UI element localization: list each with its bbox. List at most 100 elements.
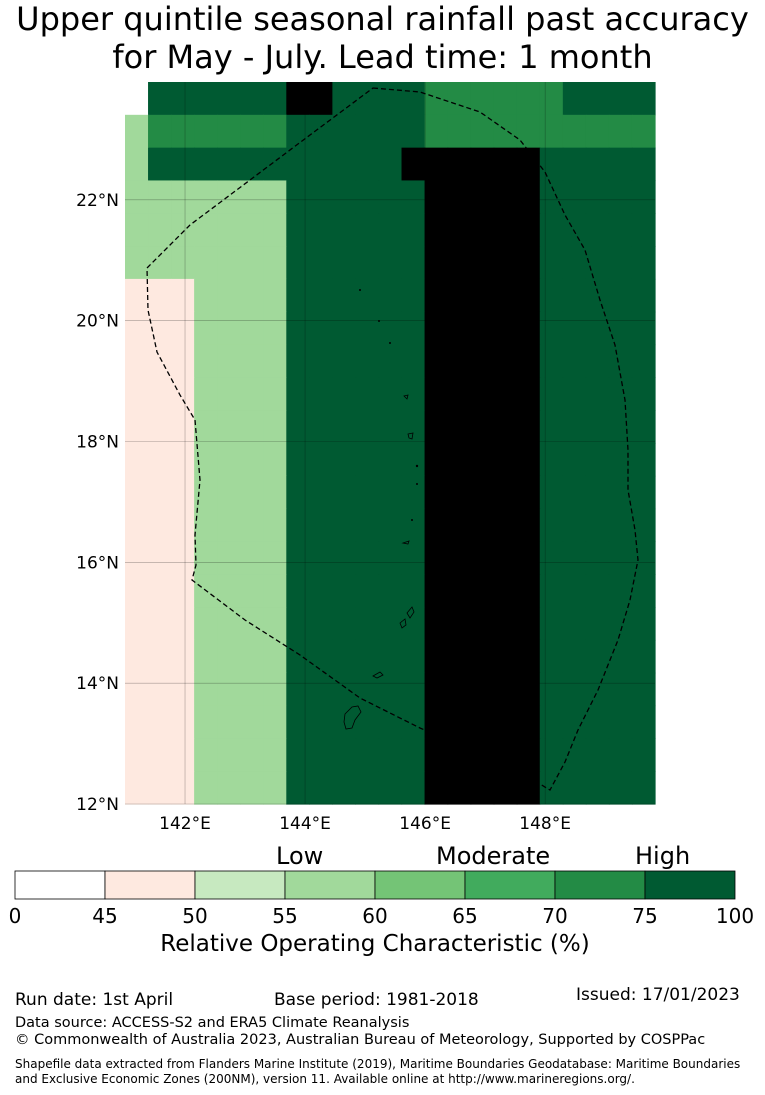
grid-cell — [194, 344, 218, 378]
grid-cell — [539, 213, 564, 247]
grid-cell — [217, 443, 241, 477]
grid-cell — [355, 344, 380, 378]
colorbar-tick-label: 60 — [362, 904, 387, 928]
grid-cell — [631, 82, 656, 116]
grid-cell — [240, 443, 264, 477]
colorbar-swatch — [194, 870, 286, 900]
grid-cell — [309, 246, 333, 280]
island-guam — [343, 705, 362, 730]
colorbar-swatch — [374, 870, 466, 900]
grid-cell — [608, 771, 633, 805]
grid-cell — [631, 508, 656, 543]
grid-cell — [631, 607, 656, 641]
grid-cell — [217, 180, 241, 214]
grid-cell — [217, 639, 241, 674]
grid-cell — [608, 443, 633, 477]
grid-cell — [424, 771, 449, 805]
grid-cell — [562, 639, 587, 674]
grid-cell — [608, 114, 633, 149]
grid-cell — [355, 607, 380, 641]
grid-cell — [309, 114, 333, 149]
grid-cell — [263, 344, 287, 378]
grid-cell — [424, 508, 449, 543]
grid-cell — [171, 738, 195, 772]
grid-cell — [263, 213, 287, 247]
grid-cell — [263, 410, 287, 444]
grid-cell — [309, 410, 333, 444]
grid-cell — [585, 213, 610, 247]
grid-cell — [148, 377, 172, 411]
grid-cell — [378, 508, 403, 543]
grid-cell — [355, 311, 380, 346]
grid-cell — [539, 246, 564, 280]
grid-cell — [355, 639, 380, 674]
grid-cell — [286, 82, 310, 116]
grid-cell — [148, 607, 172, 641]
grid-cell — [217, 114, 241, 149]
grid-cell — [493, 541, 518, 575]
grid-cell — [263, 508, 287, 543]
grid-cell — [424, 311, 449, 346]
latitude-tick-label: 12°N — [76, 795, 119, 815]
grid-cell — [401, 82, 426, 116]
grid-cell — [447, 771, 472, 805]
grid-cell — [562, 574, 587, 608]
grid-cell — [562, 738, 587, 772]
grid-cell — [470, 180, 495, 214]
grid-cell — [539, 672, 564, 707]
grid-cell — [309, 738, 333, 772]
grid-cell — [447, 344, 472, 378]
grid-cell — [171, 344, 195, 378]
grid-cell — [194, 672, 218, 707]
grid-cell — [240, 213, 264, 247]
grid-cell — [125, 278, 149, 313]
grid-cell — [125, 705, 149, 739]
grid-cell — [286, 574, 310, 608]
grid-cell — [332, 377, 357, 411]
grid-cell — [470, 771, 495, 805]
grid-cell — [401, 443, 426, 477]
grid-cell — [217, 508, 241, 543]
grid-cell — [539, 443, 564, 477]
grid-cell — [332, 738, 357, 772]
grid-cell — [148, 180, 172, 214]
grid-cell — [608, 607, 633, 641]
grid-cell — [585, 377, 610, 411]
grid-cell — [240, 377, 264, 411]
grid-cell — [493, 639, 518, 674]
grid-cell — [631, 574, 656, 608]
island-dot — [415, 464, 419, 468]
grid-cell — [539, 377, 564, 411]
grid-cell — [171, 541, 195, 575]
grid-cell — [332, 475, 357, 510]
grid-cell — [424, 738, 449, 772]
grid-cell — [332, 771, 357, 805]
grid-cell — [217, 771, 241, 805]
grid-cell — [309, 377, 333, 411]
grid-cell — [309, 82, 333, 116]
grid-cell — [286, 246, 310, 280]
grid-cell — [240, 475, 264, 510]
grid-cell — [286, 738, 310, 772]
colorbar-tick-label: 65 — [452, 904, 477, 928]
grid-cell — [470, 82, 495, 116]
island-dot — [359, 289, 361, 291]
issued-date: Issued: 17/01/2023 — [576, 985, 740, 1005]
island-dot — [389, 342, 391, 344]
grid-cell — [516, 114, 541, 149]
colorbar: 0 45 50 55 60 65 70 75 100 — [9, 870, 754, 928]
grid-cell — [240, 771, 264, 805]
grid-cell — [424, 213, 449, 247]
grid-cell — [148, 672, 172, 707]
grid-cell — [332, 639, 357, 674]
grid-cell — [585, 607, 610, 641]
grid-cell — [608, 180, 633, 214]
grid-cell — [240, 147, 264, 182]
grid-cell — [171, 147, 195, 182]
grid-cell — [539, 738, 564, 772]
grid-cell — [263, 607, 287, 641]
grid-cell — [608, 410, 633, 444]
grid-cell — [401, 541, 426, 575]
grid-cell — [309, 213, 333, 247]
grid-cell — [263, 82, 287, 116]
